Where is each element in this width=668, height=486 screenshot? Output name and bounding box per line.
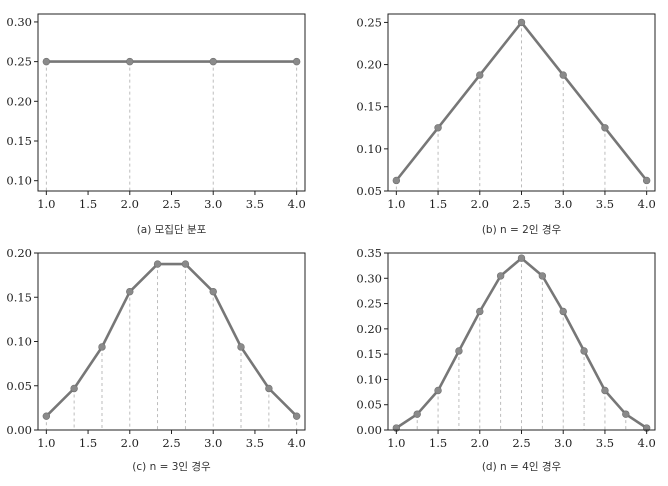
y-tick-label: 0.15 bbox=[356, 347, 382, 361]
y-tick-label: 0.05 bbox=[6, 379, 32, 393]
data-point bbox=[622, 410, 630, 418]
x-tick-label: 3.0 bbox=[554, 197, 572, 211]
data-point bbox=[292, 412, 301, 420]
x-tick-label: 2.5 bbox=[162, 197, 180, 211]
y-tick-label: 0.00 bbox=[356, 423, 382, 437]
y-tick-label: 0.10 bbox=[356, 372, 382, 386]
x-tick-label: 3.5 bbox=[596, 436, 614, 450]
x-tick-label: 2.0 bbox=[121, 197, 139, 211]
data-point bbox=[538, 272, 547, 280]
chart-panel-1: 1.0 1.5 2.0 2.5 3.0 3.5 4.0 0.10 0.15 0.20 0.25 0.3… bbox=[6, 13, 306, 236]
x-tick-label: 2.5 bbox=[162, 436, 180, 450]
data-point bbox=[580, 347, 588, 355]
y-tick-label: 0.20 bbox=[356, 322, 382, 336]
chart-panel-2: 1.0 1.5 2.0 2.5 3.0 3.5 4.0 0.05 0.10 0.15 0.20 0.2… bbox=[356, 13, 656, 236]
data-point bbox=[476, 71, 484, 79]
x-tick-label: 2.0 bbox=[471, 197, 489, 211]
y-tick-label: 0.20 bbox=[6, 246, 32, 260]
data-point bbox=[209, 57, 217, 66]
y-tick-label: 0.10 bbox=[356, 142, 382, 156]
panel-caption: (a) 모집단 분포 bbox=[137, 224, 207, 236]
data-point bbox=[601, 386, 609, 395]
y-tick-label: 0.15 bbox=[356, 100, 382, 114]
x-tick-label: 2.5 bbox=[512, 436, 530, 450]
y-tick-label: 0.30 bbox=[356, 271, 382, 285]
y-tick-label: 0.05 bbox=[356, 184, 382, 198]
data-point bbox=[559, 307, 567, 316]
y-tick-label: 0.25 bbox=[356, 15, 382, 29]
x-tick-label: 1.5 bbox=[429, 197, 447, 211]
data-point bbox=[98, 343, 106, 351]
y-tick-label: 0.25 bbox=[6, 55, 32, 69]
x-tick-label: 3.5 bbox=[596, 197, 614, 211]
data-point bbox=[517, 18, 526, 27]
y-tick-label: 0.20 bbox=[356, 58, 382, 72]
plot-frame bbox=[37, 13, 306, 192]
data-point bbox=[517, 254, 526, 262]
data-point bbox=[392, 176, 401, 185]
data-point bbox=[209, 287, 217, 296]
data-point bbox=[237, 343, 245, 351]
data-point bbox=[126, 287, 134, 296]
x-tick-label: 3.5 bbox=[246, 436, 264, 450]
series-line bbox=[45, 262, 298, 418]
y-tick-label: 0.15 bbox=[6, 134, 32, 148]
data-point bbox=[126, 57, 134, 66]
y-tick-label: 0.20 bbox=[6, 94, 32, 108]
plot-frame bbox=[37, 252, 306, 431]
data-point bbox=[42, 57, 51, 66]
y-tick-label: 0.25 bbox=[356, 297, 382, 311]
data-point bbox=[434, 124, 442, 132]
chart-panel-3: 1.0 1.5 2.0 2.5 3.0 3.5 4.0 0.00 0.05 0.10 0.15 0.2… bbox=[6, 246, 305, 473]
x-tick-label: 2.0 bbox=[471, 436, 489, 450]
x-tick-label: 1.5 bbox=[79, 197, 97, 211]
x-tick-label: 2.5 bbox=[512, 197, 530, 211]
x-tick-label: 3.0 bbox=[204, 197, 222, 211]
data-point bbox=[70, 384, 78, 393]
x-tick-label: 4.0 bbox=[638, 436, 656, 450]
x-tick-label: 1.5 bbox=[429, 436, 447, 450]
data-point bbox=[601, 124, 609, 132]
x-tick-label: 3.0 bbox=[204, 436, 222, 450]
data-point bbox=[153, 260, 162, 268]
x-tick-label: 1.0 bbox=[387, 436, 405, 450]
data-point bbox=[455, 347, 463, 355]
x-tick-label: 3.5 bbox=[246, 197, 264, 211]
y-tick-label: 0.15 bbox=[6, 290, 32, 304]
data-point bbox=[42, 412, 51, 420]
data-point bbox=[496, 272, 505, 280]
x-tick-label: 2.0 bbox=[121, 436, 139, 450]
x-tick-label: 3.0 bbox=[554, 436, 572, 450]
y-tick-label: 0.05 bbox=[356, 398, 382, 412]
panel-caption: (d) n = 4인 경우 bbox=[482, 460, 562, 473]
x-tick-label: 1.0 bbox=[37, 197, 55, 211]
data-point bbox=[413, 410, 421, 418]
data-point bbox=[642, 176, 651, 185]
y-tick-label: 0.10 bbox=[6, 335, 32, 349]
data-point bbox=[181, 260, 190, 268]
data-point bbox=[559, 71, 567, 79]
x-tick-label: 1.0 bbox=[387, 197, 405, 211]
panel-caption: (b) n = 2인 경우 bbox=[482, 223, 562, 236]
data-point bbox=[292, 57, 301, 66]
data-point bbox=[434, 386, 442, 395]
data-point bbox=[476, 307, 484, 316]
chart-panel-4: 1.0 1.5 2.0 2.5 3.0 3.5 4.0 0.00 0.05 0.10 0.15 0.2… bbox=[356, 246, 655, 473]
y-tick-label: 0.30 bbox=[6, 15, 32, 29]
x-tick-label: 4.0 bbox=[638, 197, 656, 211]
y-tick-label: 0.10 bbox=[6, 174, 32, 188]
x-tick-label: 1.5 bbox=[79, 436, 97, 450]
data-point bbox=[265, 384, 273, 393]
x-tick-label: 4.0 bbox=[288, 436, 306, 450]
y-tick-label: 0.35 bbox=[356, 246, 382, 260]
y-tick-label: 0.00 bbox=[6, 423, 32, 437]
x-tick-label: 1.0 bbox=[37, 436, 55, 450]
panel-caption: (c) n = 3인 경우 bbox=[132, 460, 211, 473]
x-tick-label: 4.0 bbox=[288, 197, 306, 211]
